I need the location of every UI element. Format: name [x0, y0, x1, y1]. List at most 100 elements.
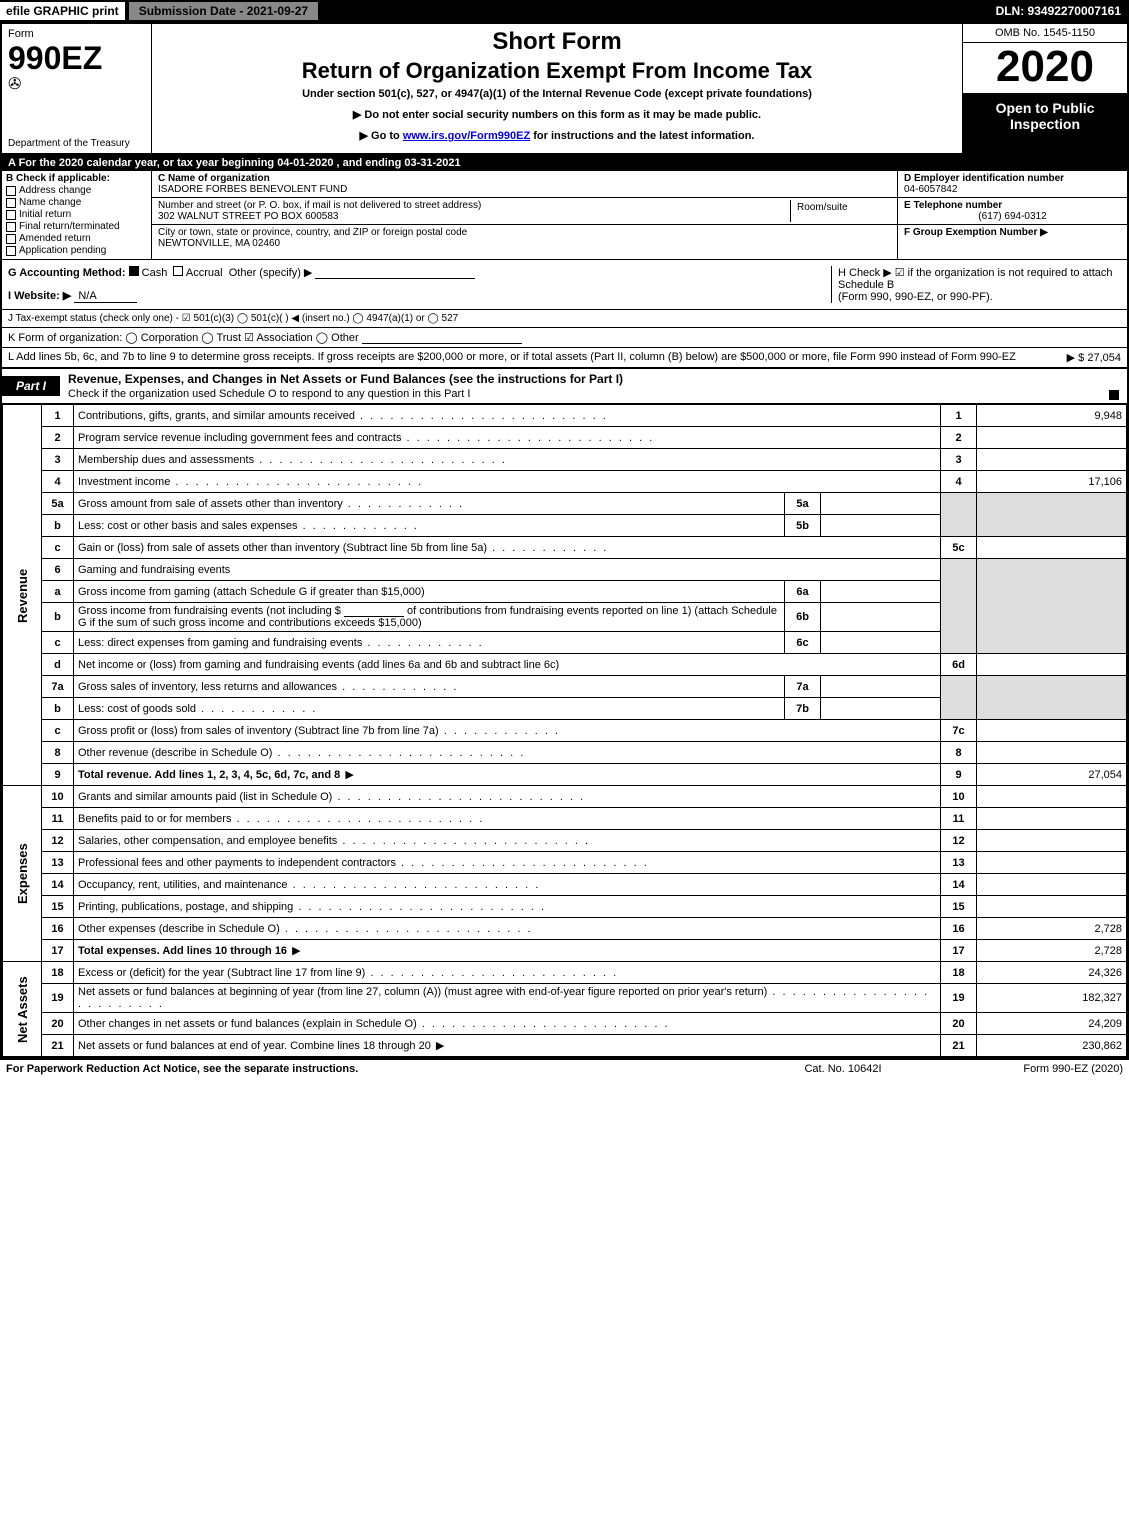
chk-final-return[interactable]	[6, 222, 16, 232]
g-cash: Cash	[142, 267, 168, 279]
chk-initial-return[interactable]	[6, 210, 16, 220]
rno-14: 14	[941, 874, 977, 896]
desc-5b: Less: cost or other basis and sales expe…	[74, 515, 785, 537]
desc-6: Gaming and fundraising events	[74, 559, 941, 581]
val-11	[977, 808, 1127, 830]
val-19: 182,327	[977, 984, 1127, 1013]
lno-21: 21	[42, 1035, 74, 1057]
blank-6b[interactable]	[344, 605, 404, 617]
d-label: D Employer identification number	[904, 173, 1121, 184]
rno-10: 10	[941, 786, 977, 808]
val-17: 2,728	[977, 940, 1127, 962]
desc-8: Other revenue (describe in Schedule O)	[74, 742, 941, 764]
shade-7v	[977, 676, 1127, 720]
l-text: L Add lines 5b, 6c, and 7b to line 9 to …	[8, 351, 1059, 364]
desc-18: Excess or (deficit) for the year (Subtra…	[74, 962, 941, 984]
desc-21: Net assets or fund balances at end of ye…	[74, 1035, 941, 1057]
val-20: 24,209	[977, 1013, 1127, 1035]
lno-6a: a	[42, 581, 74, 603]
lno-19: 19	[42, 984, 74, 1013]
row-j: J Tax-exempt status (check only one) - ☑…	[2, 310, 1127, 328]
desc-2: Program service revenue including govern…	[74, 427, 941, 449]
irs-link[interactable]: www.irs.gov/Form990EZ	[403, 130, 530, 142]
seal-icon: ✇	[8, 74, 145, 94]
rno-1: 1	[941, 405, 977, 427]
desc-7c: Gross profit or (loss) from sales of inv…	[74, 720, 941, 742]
k-other-blank[interactable]	[362, 332, 522, 344]
g-accrual: Accrual	[186, 267, 223, 279]
row-g-h: G Accounting Method: Cash Accrual Other …	[2, 260, 1127, 310]
lno-3: 3	[42, 449, 74, 471]
chk-cash[interactable]	[129, 266, 139, 276]
shade-5	[941, 493, 977, 537]
opt-address-change: Address change	[19, 185, 91, 196]
shade-7	[941, 676, 977, 720]
g-line: G Accounting Method: Cash Accrual Other …	[8, 266, 825, 279]
row-l: L Add lines 5b, 6c, and 7b to line 9 to …	[2, 348, 1127, 368]
lno-5c: c	[42, 537, 74, 559]
sub-6c: 6c	[785, 632, 821, 654]
subval-5a	[821, 493, 941, 515]
desc-19: Net assets or fund balances at beginning…	[74, 984, 941, 1013]
rno-20: 20	[941, 1013, 977, 1035]
val-6d	[977, 654, 1127, 676]
opt-name-change: Name change	[19, 197, 81, 208]
val-16: 2,728	[977, 918, 1127, 940]
e-label: E Telephone number	[904, 200, 1121, 211]
lno-4: 4	[42, 471, 74, 493]
chk-amended-return[interactable]	[6, 234, 16, 244]
desc-16: Other expenses (describe in Schedule O)	[74, 918, 941, 940]
k-text: K Form of organization: ◯ Corporation ◯ …	[8, 332, 359, 344]
rno-2: 2	[941, 427, 977, 449]
sub-7b: 7b	[785, 698, 821, 720]
lno-14: 14	[42, 874, 74, 896]
chk-accrual[interactable]	[173, 266, 183, 276]
val-5c	[977, 537, 1127, 559]
submission-date: Submission Date - 2021-09-27	[129, 2, 318, 20]
chk-application-pending[interactable]	[6, 246, 16, 256]
val-10	[977, 786, 1127, 808]
part1-header: Part I Revenue, Expenses, and Changes in…	[2, 368, 1127, 404]
part1-schedule-o-chk[interactable]	[1109, 390, 1119, 400]
desc-5a: Gross amount from sale of assets other t…	[74, 493, 785, 515]
section-netassets: Net Assets	[3, 962, 42, 1057]
chk-name-change[interactable]	[6, 198, 16, 208]
section-revenue: Revenue	[3, 405, 42, 786]
opt-final-return: Final return/terminated	[19, 221, 120, 232]
desc-7b: Less: cost of goods sold	[74, 698, 785, 720]
chk-address-change[interactable]	[6, 186, 16, 196]
desc-17: Total expenses. Add lines 10 through 16	[74, 940, 941, 962]
omb-number: OMB No. 1545-1150	[963, 24, 1127, 43]
lno-17: 17	[42, 940, 74, 962]
g-other-blank[interactable]	[315, 267, 475, 279]
g-other: Other (specify) ▶	[229, 267, 313, 279]
b-label: B Check if applicable:	[6, 173, 147, 184]
desc-5c: Gain or (loss) from sale of assets other…	[74, 537, 941, 559]
desc-6c: Less: direct expenses from gaming and fu…	[74, 632, 785, 654]
lno-5b: b	[42, 515, 74, 537]
instruction-2: ▶ Go to www.irs.gov/Form990EZ for instru…	[162, 129, 952, 142]
desc-17-text: Total expenses. Add lines 10 through 16	[78, 945, 287, 957]
desc-9-text: Total revenue. Add lines 1, 2, 3, 4, 5c,…	[78, 769, 340, 781]
h-text2: (Form 990, 990-EZ, or 990-PF).	[838, 291, 1121, 303]
instruction-1: ▶ Do not enter social security numbers o…	[162, 108, 952, 121]
footer-right: Form 990-EZ (2020)	[943, 1063, 1123, 1075]
val-18: 24,326	[977, 962, 1127, 984]
lno-2: 2	[42, 427, 74, 449]
subval-6c	[821, 632, 941, 654]
rno-5c: 5c	[941, 537, 977, 559]
opt-initial-return: Initial return	[19, 209, 71, 220]
desc-6d: Net income or (loss) from gaming and fun…	[74, 654, 941, 676]
desc-10: Grants and similar amounts paid (list in…	[74, 786, 941, 808]
part1-table: Revenue 1 Contributions, gifts, grants, …	[2, 404, 1127, 1057]
page-footer: For Paperwork Reduction Act Notice, see …	[0, 1059, 1129, 1078]
desc-3: Membership dues and assessments	[74, 449, 941, 471]
rno-11: 11	[941, 808, 977, 830]
c-city-label: City or town, state or province, country…	[158, 227, 891, 238]
sub-5a: 5a	[785, 493, 821, 515]
section-expenses: Expenses	[3, 786, 42, 962]
lno-10: 10	[42, 786, 74, 808]
lno-18: 18	[42, 962, 74, 984]
lno-9: 9	[42, 764, 74, 786]
rno-7c: 7c	[941, 720, 977, 742]
